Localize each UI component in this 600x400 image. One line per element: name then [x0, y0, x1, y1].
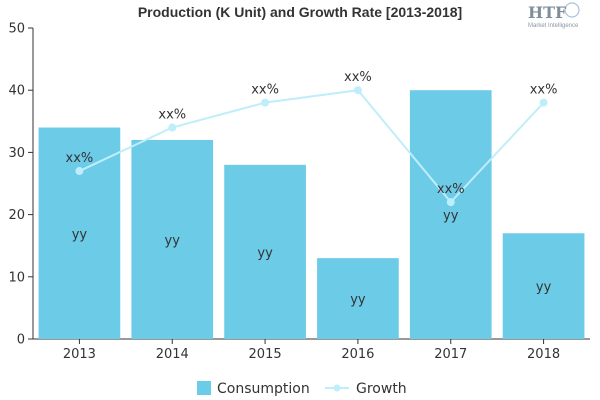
line-point-growth	[446, 198, 455, 207]
logo-subtext: Market Intelligence	[528, 23, 579, 29]
line-data-label: xx%	[437, 182, 465, 197]
bar-consumption	[38, 127, 121, 340]
line-data-label: xx%	[66, 151, 94, 166]
x-tick-label: 2018	[527, 347, 560, 362]
line-data-label: xx%	[251, 83, 279, 98]
y-tick-label: 0	[17, 333, 25, 348]
line-point-growth	[168, 123, 177, 132]
bar-data-label: yy	[443, 209, 459, 224]
x-tick-label: 2017	[434, 347, 467, 362]
line-data-label: xx%	[344, 70, 372, 85]
bar-data-label: yy	[165, 233, 181, 248]
bar-consumption	[131, 139, 214, 339]
globe-icon	[564, 2, 580, 18]
y-tick-label: 20	[8, 208, 25, 223]
bar-labels: yy yy yy yy yy yy	[72, 209, 552, 308]
legend-label-consumption: Consumption	[217, 381, 310, 397]
bar-consumption	[317, 258, 399, 339]
bar-consumption	[502, 233, 585, 339]
bar-data-label: yy	[257, 246, 273, 261]
htf-logo: HTF Market Intelligence	[528, 2, 580, 29]
line-growth	[78, 89, 545, 204]
line-point-growth	[353, 86, 362, 95]
bar-data-label: yy	[536, 280, 552, 295]
bar-data-label: yy	[350, 293, 366, 308]
bar-series	[38, 90, 585, 340]
x-tick-label: 2013	[63, 347, 96, 362]
logo-text: HTF	[528, 3, 567, 22]
line-point-growth	[75, 167, 84, 176]
legend-label-growth: Growth	[356, 381, 407, 397]
y-tick-label: 50	[8, 22, 25, 37]
line-data-label: xx%	[158, 108, 186, 123]
legend: Consumption Growth	[197, 381, 407, 397]
bar-data-label: yy	[72, 227, 88, 242]
legend-swatch-consumption	[197, 381, 211, 395]
chart-title: Production (K Unit) and Growth Rate [201…	[138, 4, 462, 20]
x-tick-label: 2016	[341, 347, 374, 362]
y-tick-label: 40	[8, 84, 25, 99]
line-point-growth	[539, 98, 548, 107]
y-tick-label: 30	[8, 146, 25, 161]
legend-marker-growth	[333, 384, 341, 392]
line-data-label: xx%	[530, 83, 558, 98]
bar-consumption	[224, 164, 306, 339]
x-tick-label: 2015	[249, 347, 282, 362]
bar-consumption	[409, 90, 492, 339]
x-tick-label: 2014	[156, 347, 189, 362]
line-labels: xx% xx% xx% xx% xx% xx%	[66, 70, 558, 197]
axes: 0 10 20 30 40 50 2013 2014 2015 2016 2017 2018	[8, 22, 590, 362]
line-point-growth	[261, 98, 270, 107]
y-tick-label: 10	[8, 270, 25, 285]
line-series	[75, 86, 548, 207]
